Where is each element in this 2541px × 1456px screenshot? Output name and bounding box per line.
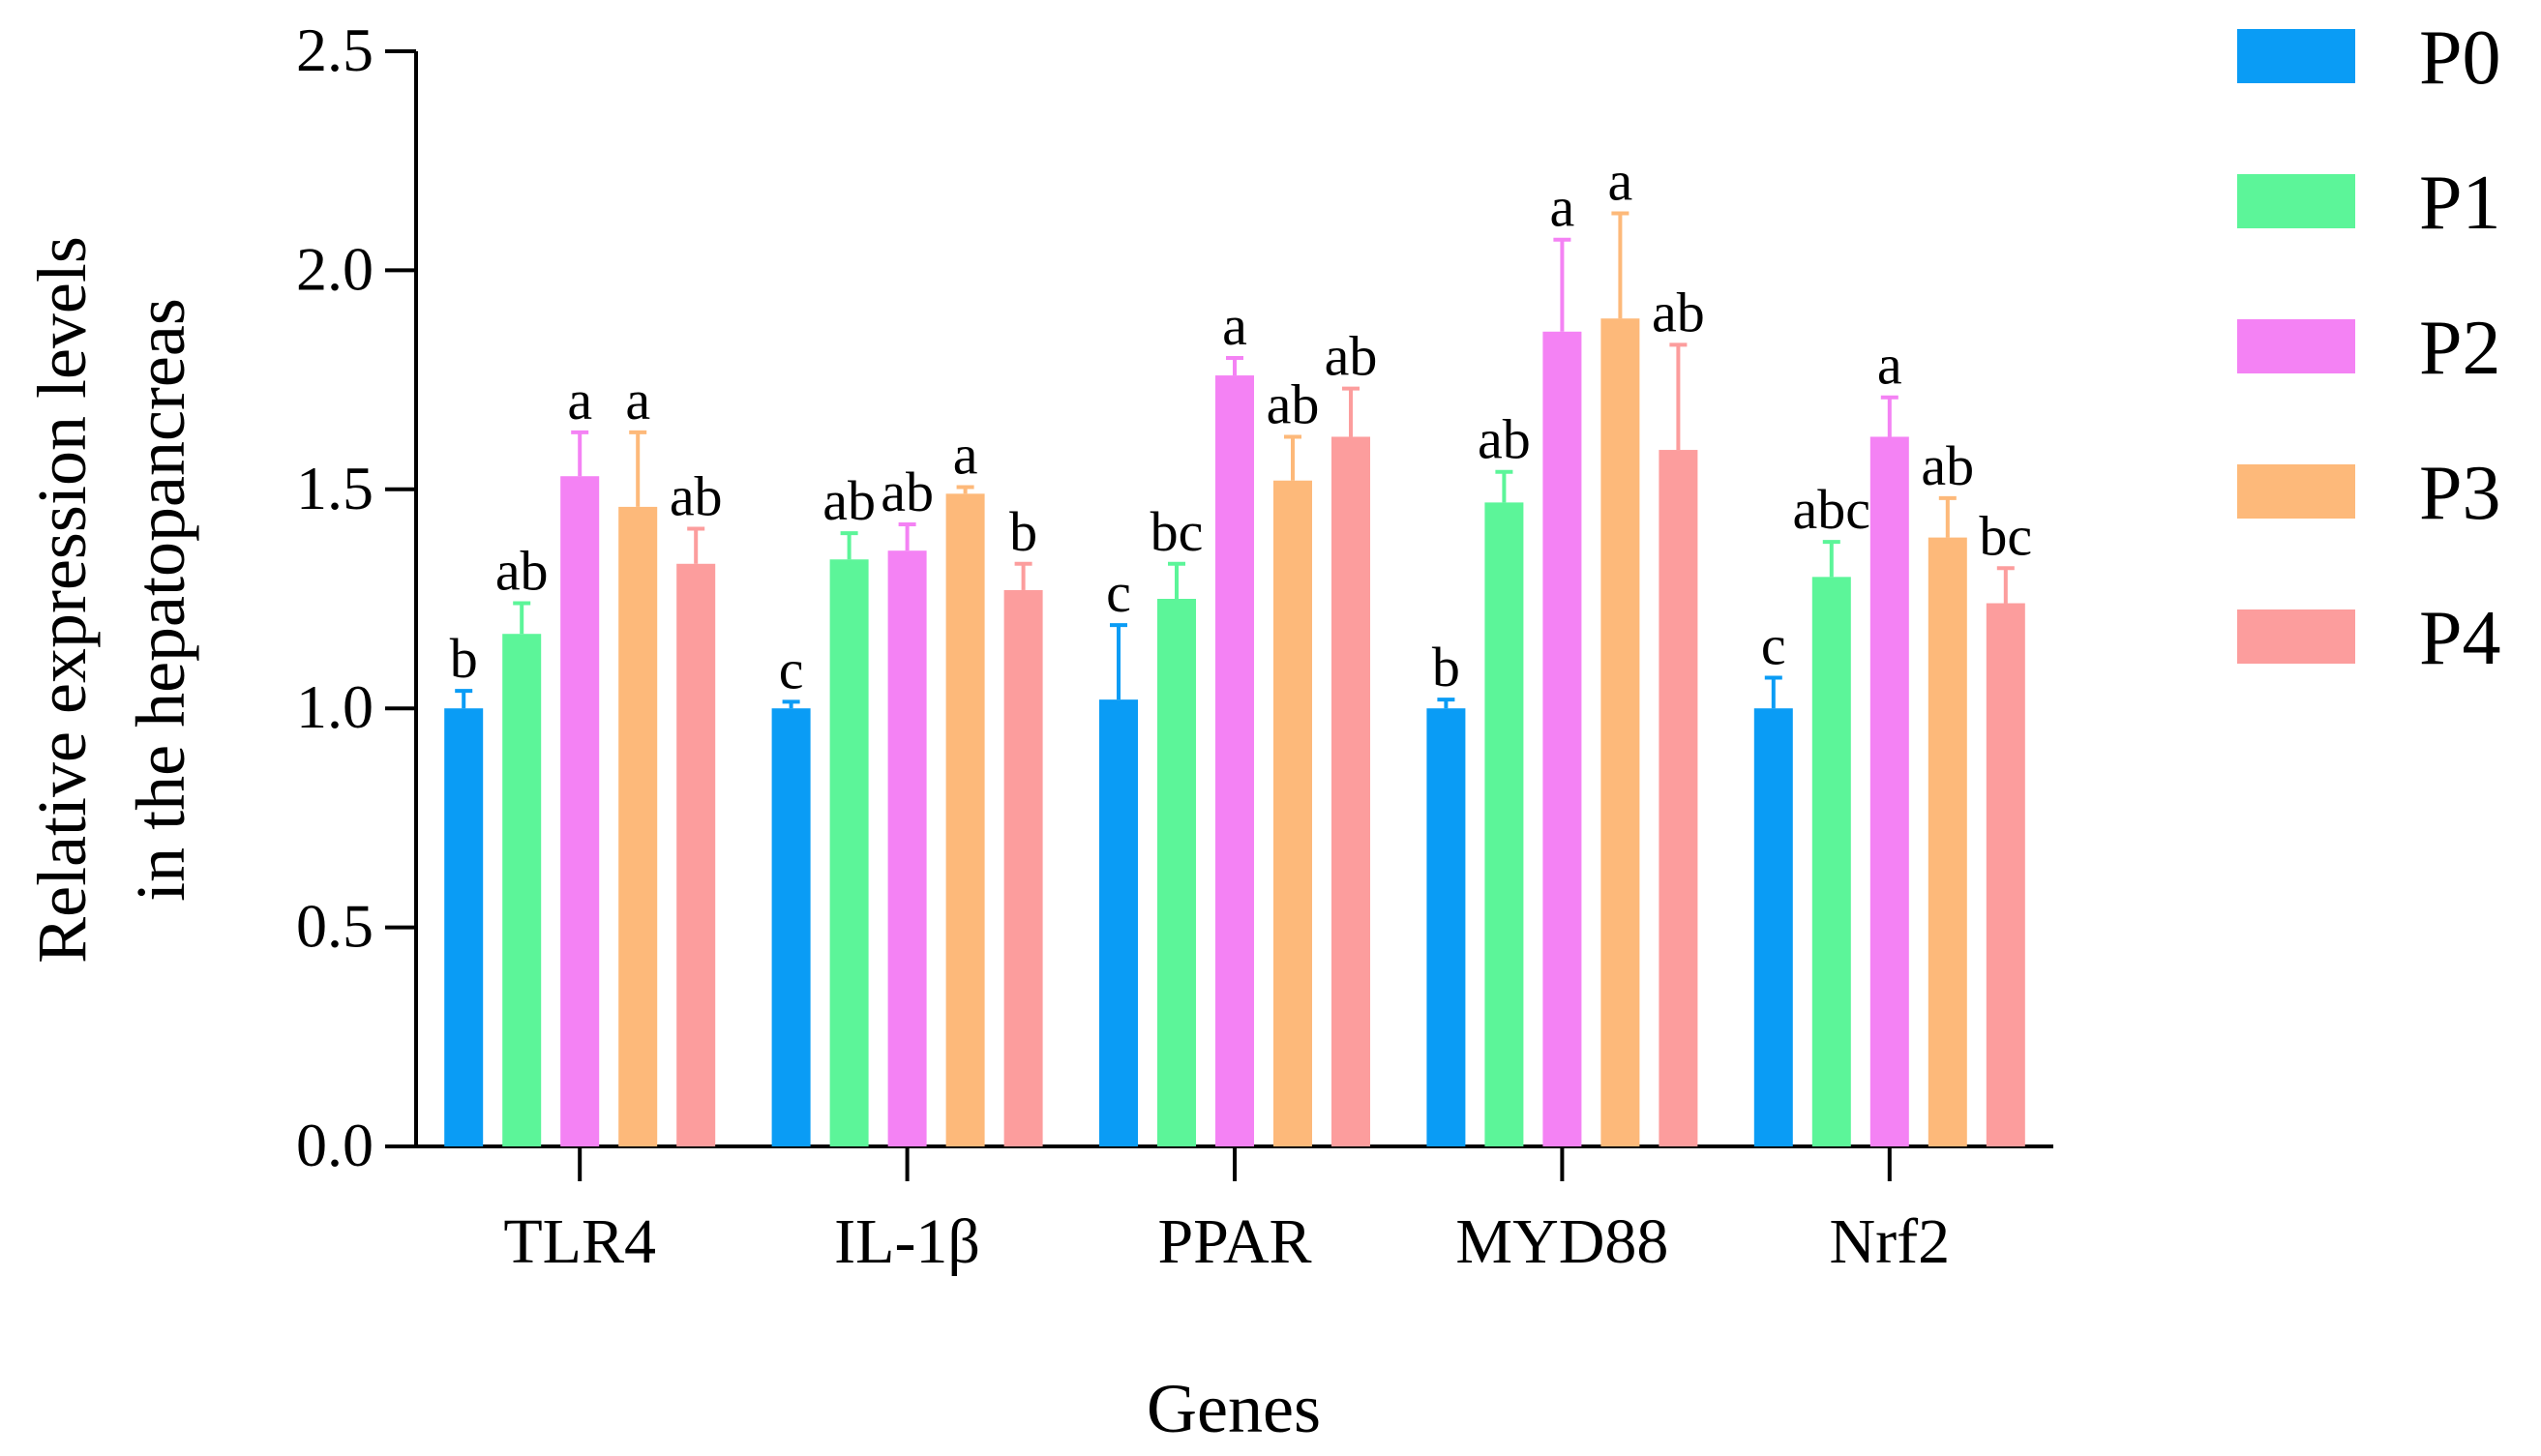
bar (1099, 699, 1138, 1146)
bar (1484, 502, 1524, 1146)
y-axis-title-line-2: in the hepatopancreas (122, 298, 199, 902)
significance-label: ab (822, 469, 876, 532)
bar (887, 550, 927, 1146)
legend-swatch (2237, 174, 2355, 228)
x-category-label: TLR4 (503, 1206, 656, 1277)
legend-swatch (2237, 464, 2355, 519)
y-tick-label: 2.5 (296, 15, 374, 84)
bar (829, 559, 869, 1146)
y-tick-label: 1.0 (296, 672, 374, 741)
bar (1003, 589, 1043, 1146)
y-tick-label: 2.0 (296, 234, 374, 303)
bar (676, 563, 716, 1146)
significance-label: a (1550, 176, 1575, 239)
legend-swatch (2237, 609, 2355, 664)
bar (1215, 375, 1254, 1146)
y-axis-title: Relative expression levels in the hepato… (23, 236, 199, 964)
y-tick-label: 1.5 (296, 454, 374, 522)
significance-label: ab (670, 465, 723, 528)
x-category-label: PPAR (1157, 1206, 1311, 1277)
y-tick-label: 0.0 (296, 1111, 374, 1179)
error-bar-group (455, 211, 2015, 709)
bar (560, 476, 600, 1146)
significance-label: b (1432, 636, 1460, 698)
bar-series-group (444, 318, 2025, 1147)
x-category-label: Nrf2 (1829, 1206, 1950, 1277)
y-axis: 0.0 0.5 1.0 1.5 2.0 2.5 (296, 15, 418, 1179)
x-axis: TLR4 IL-1β PPAR MYD88 Nrf2 (416, 1144, 2053, 1277)
significance-label: c (779, 638, 804, 700)
legend-swatch (2237, 319, 2355, 373)
significance-label: ab (1652, 281, 1705, 343)
bar (1157, 599, 1196, 1146)
significance-label: c (1106, 561, 1131, 624)
bar (1811, 577, 1851, 1146)
y-tick-label: 0.5 (296, 892, 374, 961)
bar (1659, 450, 1698, 1147)
bar (1331, 436, 1370, 1146)
legend-label: P2 (2419, 306, 2501, 391)
bar (1426, 708, 1466, 1146)
significance-label: b (1009, 500, 1037, 563)
significance-label: a (625, 369, 650, 431)
significance-label: bc (1151, 500, 1204, 563)
bar (618, 506, 658, 1146)
bar (945, 493, 985, 1146)
legend-swatch (2237, 29, 2355, 83)
significance-label: a (953, 424, 978, 487)
bar (1273, 480, 1312, 1146)
significance-label: ab (1921, 434, 1974, 497)
significance-label: a (567, 369, 592, 431)
bar (1869, 436, 1909, 1146)
significance-label: bc (1979, 504, 2032, 567)
significance-label: b (450, 627, 478, 690)
bar (502, 634, 542, 1146)
bar (1542, 331, 1582, 1146)
significance-label: a (1877, 334, 1902, 397)
bar (1986, 603, 2025, 1146)
significance-label: ab (881, 461, 934, 523)
y-axis-title-line-1: Relative expression levels (23, 236, 101, 964)
legend-label: P4 (2419, 596, 2501, 681)
significance-label: abc (1793, 478, 1871, 541)
legend-label: P3 (2419, 451, 2501, 536)
bar (444, 708, 484, 1146)
significance-label: a (1222, 294, 1247, 357)
significance-label: ab (1267, 372, 1320, 435)
significance-label: ab (1325, 325, 1378, 388)
x-category-label: MYD88 (1455, 1206, 1668, 1277)
significance-label: c (1761, 614, 1786, 677)
bar (771, 708, 811, 1146)
bar (1600, 318, 1640, 1146)
bar (1928, 537, 1967, 1146)
legend-label: P0 (2419, 15, 2501, 101)
significance-label: ab (495, 540, 549, 603)
legend-label: P1 (2419, 161, 2501, 246)
legend: P0 P1 P2 P3 P4 (2237, 15, 2501, 681)
significance-label: a (1608, 150, 1633, 213)
significance-label: ab (1478, 408, 1531, 471)
x-category-label: IL-1β (834, 1206, 980, 1277)
x-axis-title: Genes (1147, 1370, 1321, 1447)
bar (1753, 708, 1793, 1146)
